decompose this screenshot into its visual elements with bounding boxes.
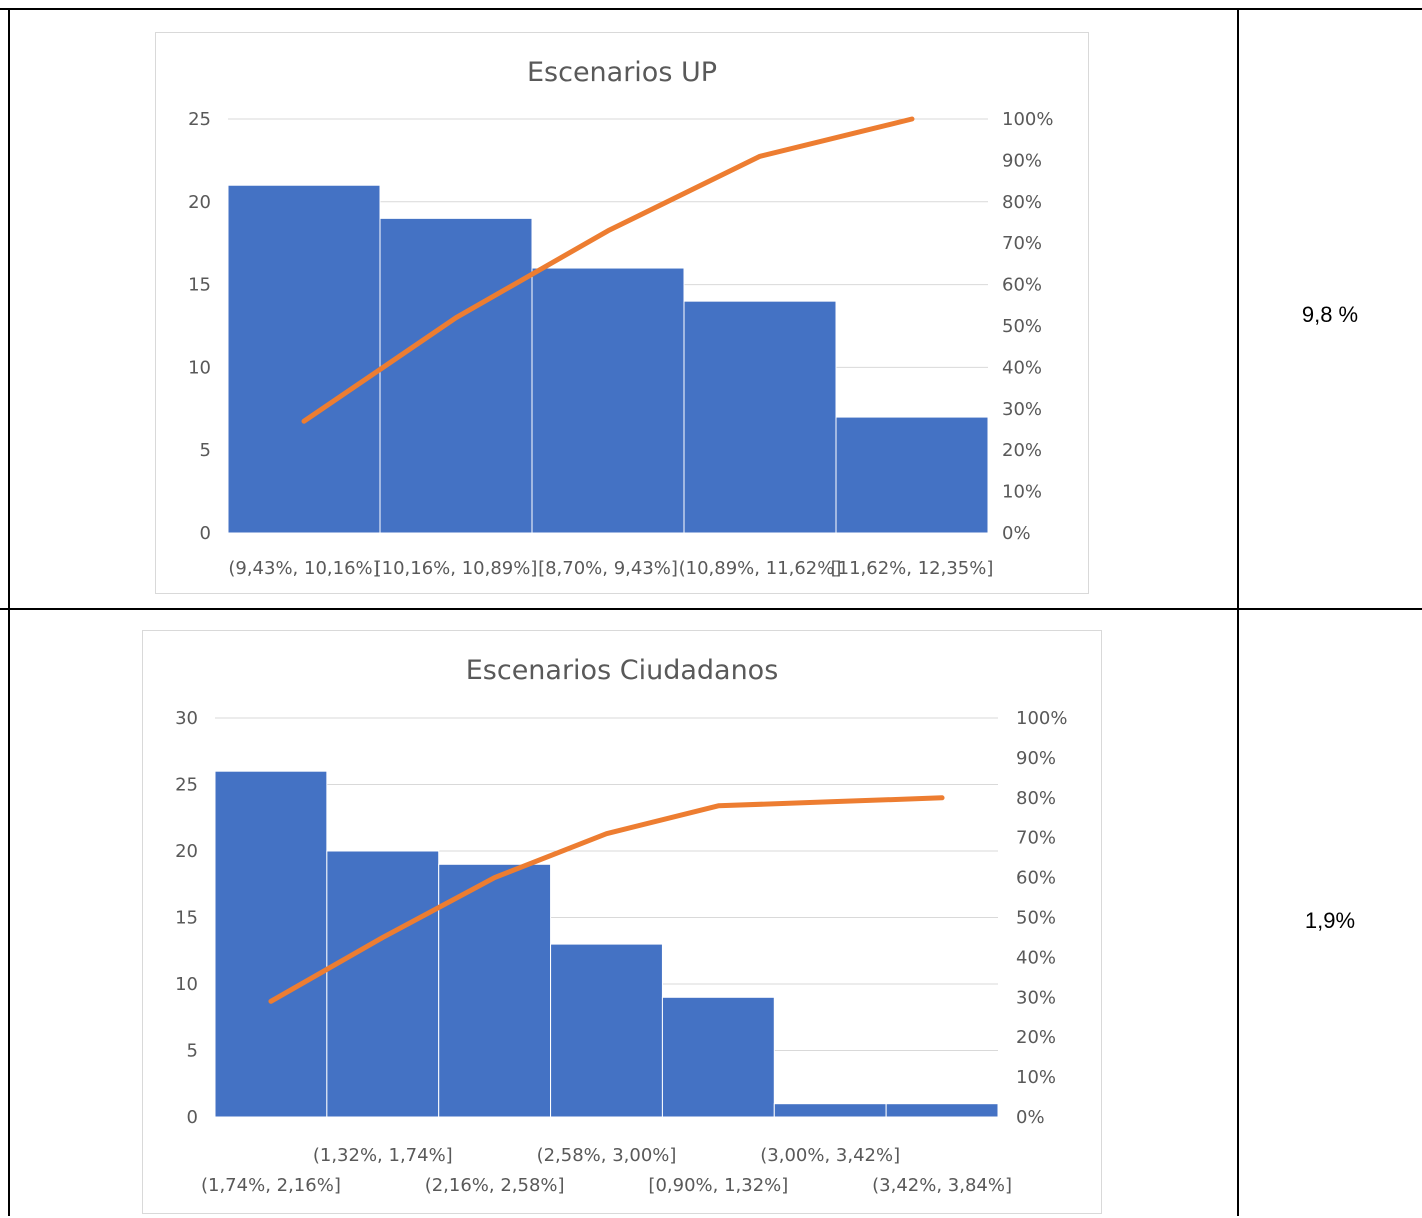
- chart-title: Escenarios Ciudadanos: [466, 655, 779, 686]
- cumulative-line: [301, 116, 915, 424]
- y2-tick-label: 40%: [1016, 947, 1056, 968]
- y2-tick-label: 90%: [1002, 150, 1042, 171]
- bar: [683, 300, 837, 534]
- x-category-label: [0,90%, 1,32%]: [648, 1175, 788, 1196]
- x-category-label: [11,62%, 12,35%]: [831, 558, 994, 579]
- table-border-top: [0, 8, 1422, 10]
- chart-escenarios-ciudadanos-svg: Escenarios Ciudadanos 0 5 10 15 20 25 30 0% 10% 20…: [175, 655, 1067, 1196]
- y2-tick-label: 60%: [1002, 275, 1042, 296]
- y-tick-label: 10: [175, 974, 198, 995]
- row-1-value: 9,8 %: [1301, 302, 1359, 327]
- chart-escenarios-up-svg: Escenarios UP 0 5 10 15 20 25 0% 10% 20% 30% 40% 50%…: [188, 57, 1053, 579]
- x-category-label: (3,00%, 3,42%]: [760, 1145, 900, 1166]
- bar: [326, 850, 440, 1118]
- y-tick-label: 25: [188, 109, 211, 130]
- table-column-divider: [1237, 8, 1239, 1216]
- y2-tick-label: 0%: [1016, 1107, 1045, 1128]
- y2-tick-label: 30%: [1002, 399, 1042, 420]
- y2-tick-label: 70%: [1016, 828, 1056, 849]
- y2-tick-label: 0%: [1002, 523, 1031, 544]
- chart-escenarios-up: Escenarios UP 0 5 10 15 20 25 0% 10% 20% 30% 40% 50%…: [155, 32, 1089, 594]
- y2-tick-label: 100%: [1016, 708, 1067, 729]
- chart-title: Escenarios UP: [527, 57, 717, 88]
- y-tick-label: 0: [200, 523, 211, 544]
- x-category-label: (1,74%, 2,16%]: [201, 1175, 341, 1196]
- y-tick-label: 30: [175, 708, 198, 729]
- x-category-label: [8,70%, 9,43%]: [538, 558, 678, 579]
- y-tick-label: 15: [175, 908, 198, 929]
- y-tick-label: 25: [175, 775, 198, 796]
- y2-tick-label: 40%: [1002, 357, 1042, 378]
- y2-tick-label: 20%: [1016, 1027, 1056, 1048]
- y2-tick-label: 20%: [1002, 440, 1042, 461]
- y2-tick-label: 50%: [1002, 316, 1042, 337]
- x-category-label: (9,43%, 10,16%]: [228, 558, 379, 579]
- bar: [531, 267, 685, 534]
- y2-tick-label: 70%: [1002, 233, 1042, 254]
- y-tick-label: 15: [188, 275, 211, 296]
- y2-tick-label: 60%: [1016, 868, 1056, 889]
- bar: [227, 184, 381, 534]
- y-tick-label: 10: [188, 357, 211, 378]
- bar: [438, 863, 552, 1118]
- bar: [550, 943, 663, 1118]
- bar: [379, 217, 533, 534]
- y-tick-label: 20: [175, 841, 198, 862]
- x-category-label: (2,58%, 3,00%]: [537, 1145, 677, 1166]
- chart-escenarios-ciudadanos: Escenarios Ciudadanos 0 5 10 15 20 25 30 0% 10% 20…: [142, 630, 1102, 1214]
- y2-tick-label: 30%: [1016, 987, 1056, 1008]
- y2-tick-label: 10%: [1016, 1067, 1056, 1088]
- y2-tick-label: 90%: [1016, 748, 1056, 769]
- x-category-label: (10,89%, 11,62%]: [679, 558, 842, 579]
- y2-tick-label: 10%: [1002, 482, 1042, 503]
- bar: [214, 770, 328, 1118]
- x-category-label: (2,16%, 2,58%]: [425, 1175, 565, 1196]
- row-2-value: 1,9%: [1304, 908, 1356, 933]
- cumulative-line: [268, 795, 945, 1004]
- table-border-left: [8, 8, 10, 1216]
- bar: [885, 1103, 999, 1118]
- y2-tick-label: 80%: [1002, 192, 1042, 213]
- bar: [835, 416, 989, 534]
- y-tick-label: 5: [187, 1041, 198, 1062]
- y-tick-label: 0: [187, 1107, 198, 1128]
- y-tick-label: 20: [188, 192, 211, 213]
- y2-tick-label: 100%: [1002, 109, 1053, 130]
- y2-tick-label: 80%: [1016, 788, 1056, 809]
- bar: [773, 1103, 887, 1118]
- y-tick-label: 5: [200, 440, 211, 461]
- x-category-label: (3,42%, 3,84%]: [872, 1175, 1012, 1196]
- y2-tick-label: 50%: [1016, 908, 1056, 929]
- bar: [661, 996, 775, 1118]
- x-category-label: [10,16%, 10,89%]: [375, 558, 538, 579]
- table-row-divider: [0, 608, 1422, 610]
- x-category-label: (1,32%, 1,74%]: [313, 1145, 453, 1166]
